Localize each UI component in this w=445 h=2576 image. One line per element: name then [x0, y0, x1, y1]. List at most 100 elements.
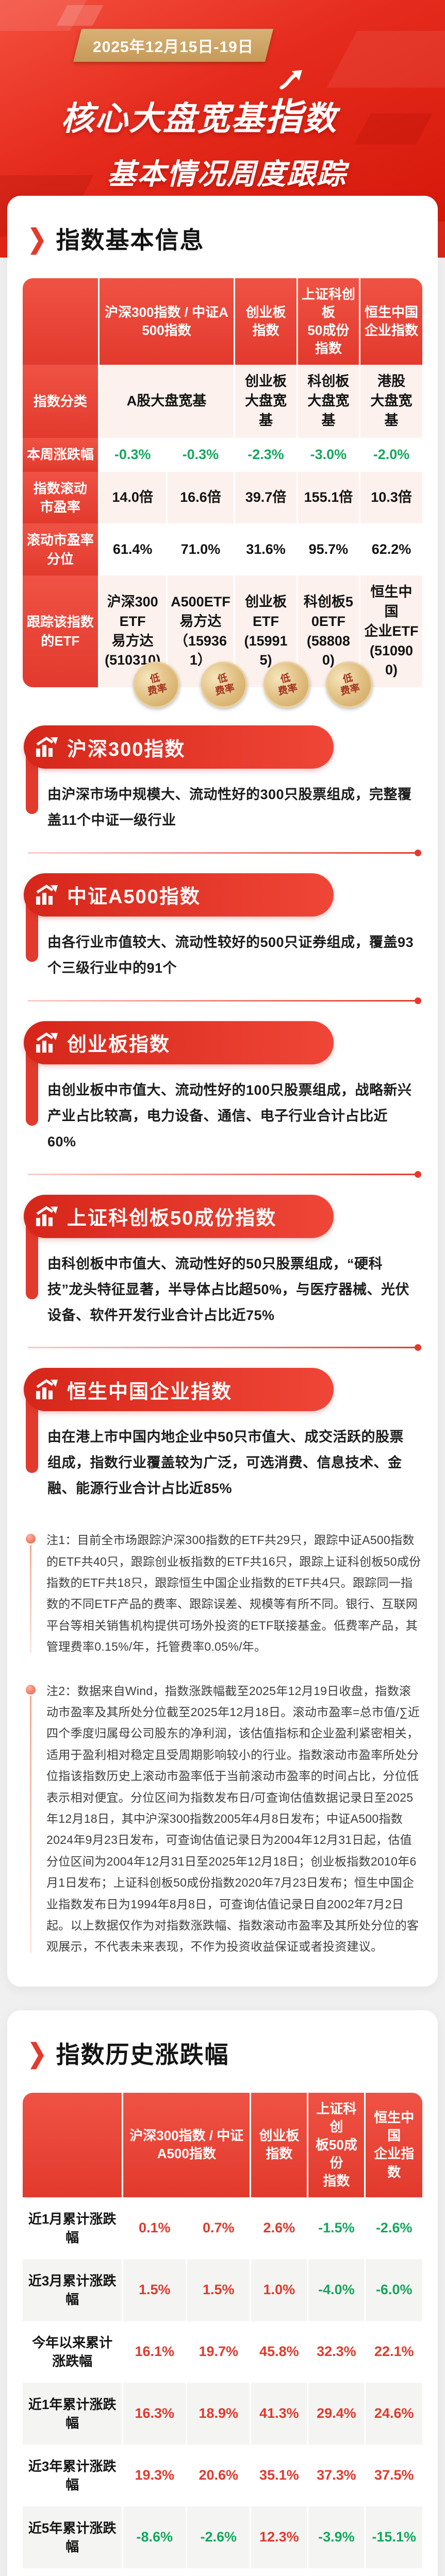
table-cell: -15.1% [365, 2506, 422, 2569]
table-cell: 22.1% [374, 2344, 414, 2360]
table-cell: -4.0% [307, 2259, 366, 2321]
table-cell: 创业板 大盘宽基 [234, 365, 298, 438]
row-label: 近3年累计涨跌幅 [23, 2445, 124, 2507]
table-header-cell: 沪深300指数 / 中证A500指数 [122, 2092, 252, 2198]
table-cell: 10.3倍 [359, 471, 422, 524]
table-cell: 30.9% [307, 2568, 366, 2576]
table-cell: 345.1% [365, 2568, 422, 2576]
history-returns-card: ❯ 指数历史涨跌幅 沪深300指数 / 中证A500指数 创业板 指数 上证科创 板… [7, 2010, 438, 2576]
index-card-4: 上证科创板50成份指数 由科创板中市值大、流动性好的50只股票组成，“硬科技”龙头… [24, 1194, 421, 1334]
index-description-cards: 沪深300指数 由沪深市场中规模大、流动性好的300只股票组成，完整覆盖11个中证… [23, 725, 422, 1507]
table-cell: -2.3% [234, 437, 298, 472]
row-label: 近1年累计涨跌幅 [23, 2383, 124, 2445]
table-cell: 12.3% [250, 2506, 309, 2569]
table-cell: 451.6% [186, 2568, 252, 2576]
table-cell: 31.6% [234, 523, 298, 576]
index-card-header: 上证科创板50成份指数 [24, 1194, 334, 1238]
table-cell: 16.3% [122, 2383, 188, 2445]
table-cell: 0.1% [122, 2197, 188, 2260]
table-row: 近5年累计涨跌幅 -8.6% -2.6% 12.3% -3.9% -15.1% [23, 2506, 422, 2569]
index-card-title: 中证A500指数 [67, 886, 201, 908]
table-cell: A股大盘宽基 [98, 365, 236, 438]
table-row: 本周涨跌幅 -0.3% -0.3% -2.3% -3.0% -2.0% [23, 437, 422, 472]
date-badge: 2025年12月15日-19日 [73, 29, 273, 62]
table-header-cell: 创业板 指数 [250, 2092, 309, 2198]
table-cell: 61.4% [98, 523, 168, 576]
row-label: 指数分类 [23, 365, 100, 438]
table-row: 指数滚动 市盈率 14.0倍 16.6倍 39.7倍 155.1倍 10.3倍 [23, 471, 422, 524]
table-cell: -1.5% [307, 2197, 366, 2260]
table-cell: 2.6% [250, 2197, 309, 2260]
row-label: 近1月累计涨跌幅 [23, 2197, 124, 2260]
bar-chart-icon [36, 884, 58, 905]
basic-info-card: ❯ 指数基本信息 沪深300指数 / 中证A500指数 创业板 指数 上证科创板 5… [7, 196, 438, 1987]
table-cell: 41.3% [250, 2383, 309, 2445]
table-row: 基日以来累计涨跌幅356.8%451.6%212.2%30.9%345.1% [23, 2568, 422, 2576]
index-card-description: 由在港上市中国内地企业中50只市值大、成交活跃的股票组成，指数行业覆盖较为广泛，… [47, 1429, 404, 1497]
table-cell: 24.6% [365, 2383, 422, 2445]
card-divider [28, 1344, 421, 1351]
table-cell: 14.0倍 [98, 471, 168, 524]
table-cell: -6.0% [365, 2259, 422, 2321]
table-cell: 62.2% [371, 541, 411, 557]
section-title-basic: ❯ 指数基本信息 [27, 223, 205, 254]
table-header-cell [23, 278, 100, 365]
row-label: 基日以来累计涨跌幅 [23, 2568, 124, 2576]
chevron-icon: ❯ [27, 223, 47, 254]
table-cell: 71.0% [167, 523, 236, 576]
table-header-cell [23, 2092, 124, 2198]
bar-chart-icon [36, 737, 58, 757]
table-cell: 1.5% [186, 2259, 252, 2321]
table-row: 近1月累计涨跌幅 0.1% 0.7% 2.6% -1.5% -2.6% [23, 2197, 422, 2260]
history-returns-table: 沪深300指数 / 中证A500指数 创业板 指数 上证科创 板50成份 指数 恒生中… [23, 2092, 422, 2576]
table-cell: 港股 大盘宽基 [359, 365, 422, 438]
card-divider [28, 1171, 421, 1178]
table-cell: -0.3% [98, 437, 168, 472]
date-range: 2025年12月15日-19日 [93, 39, 254, 56]
row-label: 指数滚动 市盈率 [23, 471, 100, 524]
table-cell: 19.3% [122, 2445, 188, 2507]
card-divider [28, 997, 421, 1004]
table-row: 跟踪该指数 的ETF 沪深300ETF 易方达 (510310) 低费率 A500ET… [23, 575, 422, 713]
row-label: 滚动市盈率 分位 [23, 523, 100, 576]
main-title: 核心大盘宽基指数 [61, 70, 445, 141]
table-cell: 155.1倍 [297, 471, 361, 524]
index-card-header: 恒生中国企业指数 [24, 1368, 334, 1412]
table-cell: 20.6% [186, 2445, 252, 2507]
card-divider [28, 849, 421, 856]
row-label: 跟踪该指数 的ETF [23, 575, 100, 688]
bar-chart-icon [36, 1379, 58, 1400]
table-cell: 95.7% [297, 523, 361, 576]
index-card-title: 恒生中国企业指数 [67, 1381, 233, 1403]
table-row: 滚动市盈率 分位 61.4% 71.0% 31.6% 95.7% 62.2% [23, 523, 422, 576]
row-label: 近5年累计涨跌幅 [23, 2506, 124, 2569]
table-cell: 37.3% [307, 2445, 366, 2507]
table-cell: -2.0% [373, 446, 410, 462]
bar-chart-icon [36, 1032, 58, 1053]
table-cell: 39.7倍 [234, 471, 298, 524]
table-cell: 1.0% [250, 2259, 309, 2321]
table-cell: 科创板50ETF (588080) 低费率 [297, 575, 377, 713]
table-cell: 1.5% [122, 2259, 188, 2321]
index-card-header: 沪深300指数 [24, 725, 334, 769]
table-cell: 创业板 ETF (159915) 低费率 [234, 575, 315, 713]
table-cell: 科创板 大盘宽基 [297, 365, 361, 438]
index-card-header: 创业板指数 [24, 1021, 334, 1064]
table-cell: 212.2% [250, 2568, 309, 2576]
table-cell: 沪深300ETF 易方达 (510310) 低费率 [98, 575, 184, 713]
table-cell: 16.1% [122, 2321, 188, 2383]
index-card-5: 恒生中国企业指数由在港上市中国内地企业中50只市值大、成交活跃的股票组成，指数行… [24, 1368, 421, 1507]
index-card-title: 上证科创板50成份指数 [67, 1208, 277, 1230]
table-cell: -2.6% [186, 2506, 252, 2569]
footnote-1: 注1：目前全市场跟踪沪深300指数的ETF共29只，跟踪中证A500指数的ETF… [23, 1530, 422, 1657]
table-cell: 35.1% [250, 2445, 309, 2507]
index-card-1: 沪深300指数 由沪深市场中规模大、流动性好的300只股票组成，完整覆盖11个中证… [24, 725, 421, 839]
table-cell: -0.3% [167, 437, 236, 472]
rising-arrow-icon [279, 70, 303, 90]
table-header-cell: 创业板 指数 [234, 278, 298, 365]
table-cell: 37.5% [374, 2467, 414, 2483]
table-cell: 18.9% [186, 2383, 252, 2445]
index-card-header: 中证A500指数 [24, 873, 334, 917]
sub-title: 基本情况周度跟踪 [107, 158, 347, 190]
